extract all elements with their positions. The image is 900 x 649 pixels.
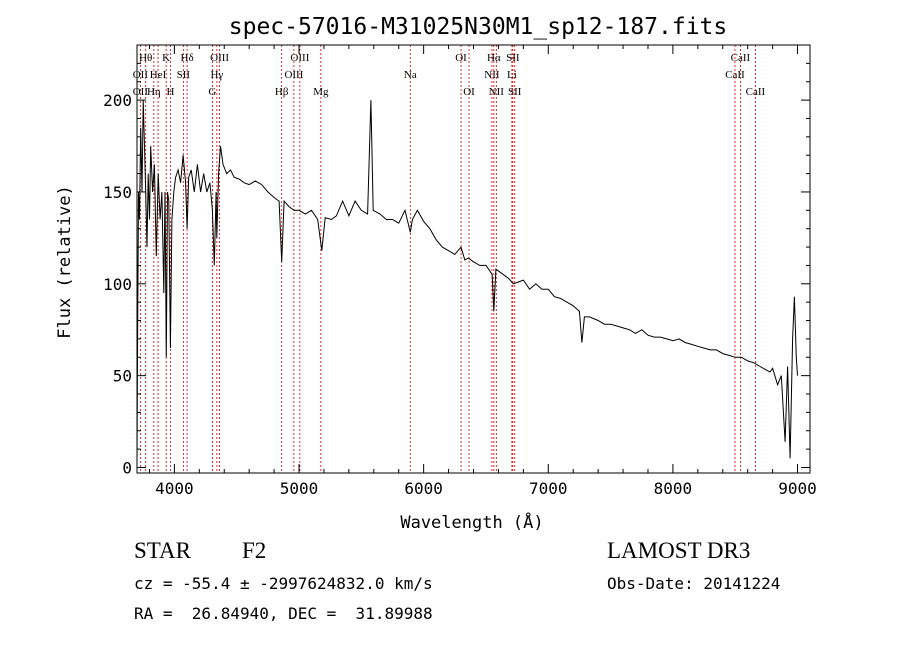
- x-tick-label-5000: 5000: [280, 479, 319, 498]
- y-tick-label-100: 100: [103, 275, 132, 294]
- spectral-line-labels: OIIOIIHθHηHeIKHSIIHδGHγOIIIHβOIIIOIIIMgN…: [133, 52, 766, 98]
- x-tick-label-4000: 4000: [155, 479, 194, 498]
- line-label-11-0: Hβ: [275, 86, 289, 98]
- y-tick-label-150: 150: [103, 183, 132, 202]
- line-label-5-0: H: [167, 86, 175, 98]
- line-label-13-0: OIII: [290, 52, 309, 64]
- observation-date: Obs-Date: 20141224: [607, 574, 781, 593]
- spectrum-line-0: [136, 100, 798, 461]
- spectrum-series: [136, 100, 798, 461]
- y-tick-label-0: 0: [122, 458, 132, 477]
- axis-ticks: [137, 45, 810, 473]
- redshift-cz: cz = -55.4 ± -2997624832.0 km/s: [134, 574, 433, 593]
- spectral-line-markers: [139, 45, 756, 473]
- line-label-22-0: SII: [506, 52, 520, 64]
- object-subclass: F2: [242, 538, 267, 563]
- x-tick-label-8000: 8000: [654, 479, 693, 498]
- line-label-0-0: OII: [133, 69, 149, 81]
- line-label-9-0: Hγ: [210, 69, 223, 81]
- line-label-12-0: OIII: [284, 69, 303, 81]
- line-label-16-0: OI: [455, 52, 467, 64]
- x-tick-label-6000: 6000: [404, 479, 443, 498]
- axis-tick-labels: 4000 5000 6000 7000 8000 9000 0 50 100 150 200: [103, 91, 817, 498]
- ra-dec-coordinates: RA = 26.84940, DEC = 31.89988: [134, 604, 433, 623]
- line-label-18-0: NII: [484, 69, 500, 81]
- y-axis-label: Flux (relative): [55, 185, 75, 339]
- line-label-25-0: CaII: [731, 52, 751, 64]
- line-label-23-0: SII: [508, 86, 522, 98]
- y-tick-label-200: 200: [103, 91, 132, 110]
- line-label-15-0: Na: [404, 69, 417, 81]
- line-label-10-0: OIII: [210, 52, 229, 64]
- line-label-2-0: Hη: [147, 86, 161, 98]
- line-label-20-0: NII: [489, 86, 505, 98]
- line-label-19-0: Hα: [487, 52, 501, 64]
- line-label-24-0: CaII: [725, 69, 745, 81]
- line-label-3-0: HeI: [150, 69, 167, 81]
- object-class: STAR: [134, 538, 191, 563]
- y-tick-label-50: 50: [113, 367, 132, 386]
- line-label-17-0: OI: [463, 86, 475, 98]
- plot-frame: [136, 44, 811, 474]
- line-label-6-0: SII: [177, 69, 191, 81]
- line-label-4-0: K: [162, 52, 170, 64]
- x-tick-label-7000: 7000: [529, 479, 568, 498]
- line-label-7-0: Hδ: [181, 52, 194, 64]
- survey-name: LAMOST DR3: [607, 538, 751, 563]
- chart-title: spec-57016-M31025N30M1_sp12-187.fits: [229, 14, 728, 40]
- line-label-1-0: Hθ: [139, 52, 152, 64]
- line-label-14-0: Mg: [313, 86, 329, 98]
- line-label-26-0: CaII: [746, 86, 766, 98]
- x-axis-label: Wavelength (Å): [400, 511, 543, 533]
- line-label-8-0: G: [208, 86, 216, 98]
- x-tick-label-9000: 9000: [778, 479, 817, 498]
- line-label-21-0: Li: [507, 69, 517, 81]
